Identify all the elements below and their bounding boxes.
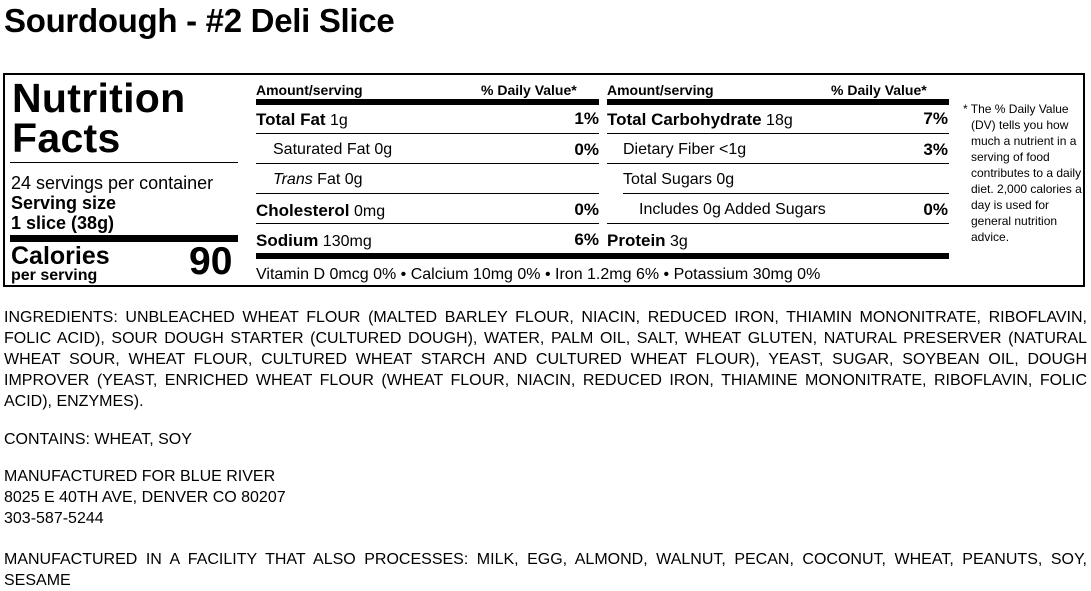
nutrient-name: Total Fat [256,110,326,129]
nutrient-name: Sodium [256,231,319,250]
trans-label: Trans [273,171,313,188]
dv-header-right: % Daily Value* [831,82,927,98]
dv-header-left: % Daily Value* [481,82,577,98]
added-sugars-dv: 0% [923,200,948,219]
manufacturer-address: 8025 E 40TH AVE, DENVER CO 80207 [4,489,286,506]
heading-line-1: Nutrition [12,75,186,121]
cholesterol-dv: 0% [574,200,599,219]
total-fat-row: Total Fat 1g [256,110,348,130]
page-title: Sourdough - #2 Deli Slice [4,2,395,39]
divider [623,193,949,194]
added-sugars-row: Includes 0g Added Sugars [639,201,826,218]
total-carbohydrate-row: Total Carbohydrate 18g [607,110,793,130]
ingredients-text: INGREDIENTS: UNBLEACHED WHEAT FLOUR (MAL… [4,309,1087,410]
amount-header-right: Amount/serving [607,82,714,98]
allergen-contains: CONTAINS: WHEAT, SOY [4,431,192,448]
divider [256,193,599,194]
nutrient-amount: 130mg [318,233,372,250]
per-serving-label: per serving [11,267,98,284]
total-sugars-row: Total Sugars 0g [623,171,735,188]
nutrient-name: Cholesterol [256,201,350,220]
divider [256,133,599,134]
nutrient-amount: 18g [761,112,793,129]
facility-statement: MANUFACTURED IN A FACILITY THAT ALSO PRO… [4,551,1087,589]
serving-size: Serving size 1 slice (38g) [11,193,116,233]
nutrient-amount: 1g [325,112,348,129]
calories-label: Calories [11,242,110,270]
divider-thick [256,253,949,259]
total-fat-dv: 1% [574,109,599,128]
heading-line-2: Facts [12,115,121,161]
manufacturer-name: MANUFACTURED FOR BLUE RIVER [4,468,276,485]
nutrient-amount: 0mg [349,203,386,220]
vitamins-minerals: Vitamin D 0mcg 0% • Calcium 10mg 0% • Ir… [256,266,821,283]
saturated-fat-row: Saturated Fat 0g [273,141,393,158]
divider-thick [607,99,949,105]
serving-size-label: Serving size [11,193,117,213]
divider [256,223,599,224]
nutrition-facts-heading: Nutrition Facts [12,75,186,161]
daily-value-footnote: * The % Daily Value (DV) tells you how m… [963,102,1082,244]
calories-value: 90 [189,240,233,283]
protein-row: Protein 3g [607,231,688,251]
dietary-fiber-row: Dietary Fiber <1g [623,141,747,158]
nutrition-facts-panel: Nutrition Facts 24 servings per containe… [3,73,1085,287]
divider-thick [256,99,599,105]
dietary-fiber-dv: 3% [923,140,948,159]
sodium-row: Sodium 130mg [256,231,372,251]
divider [607,163,949,164]
manufacturer-info: MANUFACTURED FOR BLUE RIVER 8025 E 40TH … [4,466,1087,529]
cholesterol-row: Cholesterol 0mg [256,201,385,221]
divider [10,162,238,163]
divider [256,163,599,164]
nutrient-amount: 3g [665,233,688,250]
serving-size-value: 1 slice (38g) [11,213,115,233]
sodium-dv: 6% [574,230,599,249]
divider-thick [10,235,238,242]
manufacturer-phone: 303-587-5244 [4,510,104,527]
nutrient-amount: Fat 0g [312,171,363,188]
amount-header-left: Amount/serving [256,82,363,98]
divider [607,133,949,134]
trans-fat-row: Trans Fat 0g [273,171,363,189]
servings-per-container: 24 servings per container [11,173,214,193]
total-carbohydrate-dv: 7% [923,109,948,128]
nutrient-name: Total Carbohydrate [607,110,762,129]
saturated-fat-dv: 0% [574,140,599,159]
nutrient-name: Protein [607,231,666,250]
divider [607,223,949,224]
